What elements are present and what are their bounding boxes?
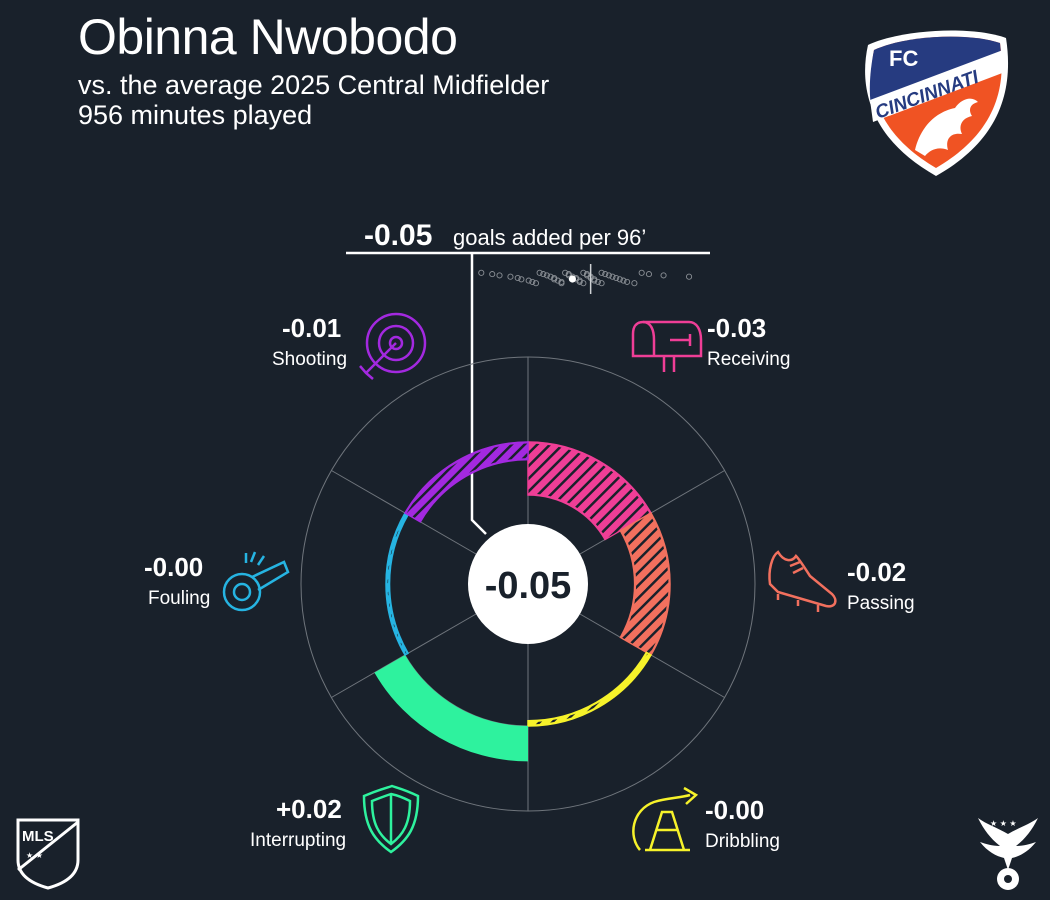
player-marker: [568, 275, 577, 283]
shooting-label: Shooting: [272, 349, 347, 370]
dribbling-value: -0.00: [705, 795, 764, 825]
distribution-point: [489, 271, 496, 278]
mls-logo-text: MLS: [22, 828, 54, 845]
passing-value: -0.02: [847, 557, 906, 587]
interrupting-value: +0.02: [276, 794, 342, 824]
distribution-point: [536, 269, 543, 276]
category-interrupting: +0.02 Interrupting: [250, 784, 420, 854]
interrupting-label: Interrupting: [250, 830, 346, 851]
category-dribbling: -0.00 Dribbling: [632, 786, 780, 852]
distribution-point: [602, 271, 609, 278]
whistle-icon: [222, 551, 290, 612]
distribution-point: [478, 269, 485, 276]
category-shooting: -0.01 Shooting: [272, 312, 427, 380]
traffic-cone-icon: [632, 786, 699, 852]
distribution-point: [616, 276, 623, 283]
shield-icon: [362, 784, 420, 854]
player-name: Obinna Nwobodo: [78, 9, 458, 65]
grid-spoke: [331, 470, 477, 555]
bar-dribbling-hatch: [528, 653, 650, 725]
distribution-point: [638, 269, 645, 276]
distribution-point: [609, 273, 616, 280]
dribbling-label: Dribbling: [705, 831, 780, 852]
mls-logo: MLS ★ ★: [16, 818, 80, 890]
svg-text:★ ★: ★ ★: [26, 851, 43, 860]
cleat-icon: [768, 550, 837, 612]
distribution-point: [598, 269, 605, 276]
distribution-point: [529, 278, 536, 285]
distribution-point: [525, 277, 532, 284]
center-value: -0.05: [485, 565, 572, 607]
distribution-point: [507, 273, 514, 280]
shooting-value: -0.01: [282, 313, 341, 343]
subtitle: vs. the average 2025 Central Midfielder …: [78, 70, 549, 130]
grid-spoke: [579, 613, 725, 698]
receiving-value: -0.03: [707, 313, 766, 343]
distribution-point: [686, 273, 693, 280]
bar-receiving-hatch: [528, 443, 650, 539]
distribution-point: [594, 278, 601, 285]
distribution-point: [598, 280, 605, 287]
distribution-point: [551, 276, 558, 283]
distribution-point: [645, 271, 653, 278]
distribution-point: [558, 280, 565, 287]
total-value: -0.05: [364, 219, 432, 252]
category-fouling: -0.00 Fouling: [144, 551, 290, 612]
distribution-point: [565, 272, 572, 279]
distribution-point: [576, 278, 583, 285]
distribution-point: [631, 280, 638, 287]
distribution-point: [660, 272, 667, 279]
fc-cincinnati-logo: FC CINCINNATI: [865, 30, 1009, 177]
distribution-point: [591, 277, 598, 284]
distribution-point: [613, 274, 620, 282]
distribution-point: [543, 272, 550, 279]
distribution-point: [540, 271, 547, 278]
bar-passing-hatch: [621, 514, 669, 654]
distribution-point: [605, 272, 612, 279]
distribution-point: [496, 272, 503, 279]
fouling-label: Fouling: [148, 588, 210, 609]
total-label: goals added per 96’: [453, 225, 646, 250]
grid-spoke: [331, 613, 477, 698]
total-leader-line: [470, 253, 487, 535]
griffin-icon: [915, 98, 978, 156]
mailbox-icon: [631, 320, 703, 372]
category-receiving: -0.03 Receiving: [631, 313, 790, 372]
bar-dribbling: [527, 651, 653, 727]
total-readout: -0.05 goals added per 96’: [346, 219, 710, 255]
fouling-value: -0.00: [144, 552, 203, 582]
distribution-point: [620, 277, 627, 284]
minutes-played: 956 minutes played: [78, 100, 313, 130]
category-passing: -0.02 Passing: [768, 550, 915, 614]
eagle-logo: ★ ★ ★: [978, 818, 1038, 890]
comparison-text: vs. the average 2025 Central Midfielder: [78, 70, 550, 100]
receiving-label: Receiving: [707, 349, 790, 370]
distribution-point: [580, 280, 587, 287]
grid-spoke: [579, 470, 725, 555]
distribution-point: [532, 280, 540, 287]
club-logo-fc: FC: [889, 46, 918, 71]
category-bars: [374, 441, 671, 762]
distribution-point: [518, 276, 525, 283]
distribution-strip: [478, 264, 693, 294]
passing-label: Passing: [847, 593, 915, 614]
bar-fouling-hatch: [387, 514, 407, 654]
center-disc: [468, 524, 588, 644]
bar-interrupting: [374, 655, 528, 762]
distribution-point: [624, 278, 631, 285]
target-icon: [359, 312, 427, 380]
bar-shooting-hatch: [406, 443, 528, 521]
svg-text:★ ★ ★: ★ ★ ★: [990, 819, 1017, 828]
distribution-point: [514, 274, 521, 282]
